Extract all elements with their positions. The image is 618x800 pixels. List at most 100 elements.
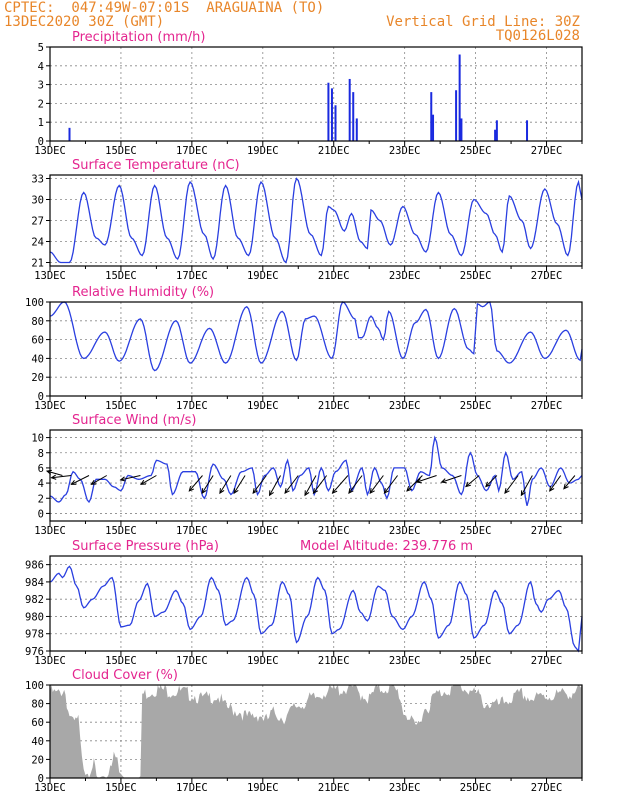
x-tick-label: 19DEC bbox=[247, 782, 279, 794]
series-line-pres bbox=[49, 565, 583, 653]
x-tick-label: 19DEC bbox=[247, 145, 279, 157]
precip-bar bbox=[494, 129, 497, 141]
x-tick-label: 27DEC bbox=[531, 145, 563, 157]
y-tick-label: 20 bbox=[31, 372, 44, 384]
y-tick-label: 27 bbox=[31, 216, 44, 228]
wind-vector-head bbox=[465, 481, 471, 488]
series-line-rh bbox=[49, 301, 583, 372]
panel-pres: Surface Pressure (hPa) Model Altitude: 23… bbox=[25, 539, 583, 667]
x-tick-label: 15DEC bbox=[105, 782, 137, 794]
y-tick-label: 2 bbox=[38, 98, 44, 110]
x-tick-label: 13DEC bbox=[34, 145, 66, 157]
panel-title-cloud: Cloud Cover (%) bbox=[72, 668, 178, 683]
x-tick-label: 19DEC bbox=[247, 400, 279, 412]
wind-vector-head bbox=[90, 479, 97, 485]
wind-vector bbox=[313, 475, 328, 494]
precip-bar bbox=[526, 120, 529, 141]
x-tick-label: 17DEC bbox=[176, 270, 208, 282]
y-tick-label: 3 bbox=[38, 80, 44, 92]
precip-bar bbox=[455, 90, 458, 141]
x-tick-label: 17DEC bbox=[176, 782, 208, 794]
wind-vector bbox=[332, 475, 349, 494]
cloud-area bbox=[50, 685, 582, 778]
precip-bar bbox=[352, 92, 355, 141]
wind-vector bbox=[269, 475, 281, 496]
precip-bar bbox=[348, 78, 351, 141]
x-tick-label: 13DEC bbox=[34, 270, 66, 282]
wind-vector-head bbox=[268, 490, 274, 497]
wind-vector bbox=[465, 475, 480, 487]
panel-rh: Relative Humidity (%) 0 20 40 60 80 100 13DEC 15… bbox=[25, 285, 583, 412]
plot-frame bbox=[49, 684, 583, 779]
panel-title-temp: Surface Temperature (nC) bbox=[72, 158, 240, 173]
y-tick-label: 100 bbox=[25, 680, 44, 692]
plot-frame bbox=[49, 429, 583, 522]
wind-vector bbox=[188, 475, 203, 492]
wind-vector-head bbox=[188, 485, 195, 492]
wind-vector-head bbox=[201, 488, 207, 495]
wind-vector bbox=[284, 475, 299, 494]
wind-vector bbox=[485, 475, 498, 487]
y-tick-label: 10 bbox=[31, 433, 44, 445]
y-tick-label: 80 bbox=[31, 699, 44, 711]
y-tick-label: 0 bbox=[38, 773, 44, 785]
y-tick-label: 982 bbox=[25, 594, 44, 606]
x-tick-label: 27DEC bbox=[531, 655, 563, 667]
y-tick-label: 980 bbox=[25, 611, 44, 623]
precip-bar bbox=[334, 105, 337, 141]
plot-frame bbox=[49, 301, 583, 397]
y-tick-label: 976 bbox=[25, 646, 44, 658]
y-tick-label: 6 bbox=[38, 463, 44, 475]
panel-annotation-pres: Model Altitude: 239.776 m bbox=[300, 539, 473, 554]
x-tick-label: 17DEC bbox=[176, 525, 208, 537]
precip-bar bbox=[458, 54, 461, 141]
x-tick-label: 23DEC bbox=[389, 655, 421, 667]
x-tick-label: 13DEC bbox=[34, 655, 66, 667]
x-tick-label: 19DEC bbox=[247, 270, 279, 282]
x-tick-label: 25DEC bbox=[460, 655, 492, 667]
y-tick-label: 0 bbox=[38, 508, 44, 520]
header-model-id: TQ0126L028 bbox=[495, 28, 580, 44]
wind-vector-head bbox=[348, 488, 354, 495]
y-tick-label: 0 bbox=[38, 391, 44, 403]
x-tick-label: 15DEC bbox=[105, 400, 137, 412]
wind-vector-head bbox=[252, 488, 258, 495]
x-tick-label: 23DEC bbox=[389, 145, 421, 157]
wind-vector-head bbox=[119, 476, 126, 482]
wind-vector-head bbox=[549, 485, 555, 492]
y-tick-label: 40 bbox=[31, 736, 44, 748]
wind-vector bbox=[252, 475, 267, 494]
x-tick-label: 27DEC bbox=[531, 525, 563, 537]
series-line-wind bbox=[49, 435, 583, 506]
y-tick-label: 8 bbox=[38, 448, 44, 460]
header-date: 13DEC2020 30Z (GMT) bbox=[4, 14, 165, 30]
x-tick-label: 21DEC bbox=[318, 400, 350, 412]
x-tick-label: 19DEC bbox=[247, 655, 279, 667]
y-tick-label: 60 bbox=[31, 335, 44, 347]
panel-temp: Surface Temperature (nC) 21 24 27 30 33 13DEC 1… bbox=[31, 158, 583, 282]
x-tick-label: 27DEC bbox=[531, 782, 563, 794]
x-tick-label: 23DEC bbox=[389, 270, 421, 282]
x-tick-label: 25DEC bbox=[460, 525, 492, 537]
y-tick-label: 984 bbox=[25, 577, 44, 589]
wind-vector bbox=[201, 475, 214, 494]
wind-vector-head bbox=[284, 488, 290, 495]
x-tick-label: 21DEC bbox=[318, 145, 350, 157]
y-tick-label: 40 bbox=[31, 353, 44, 365]
wind-vector bbox=[369, 475, 384, 494]
precip-bar bbox=[355, 118, 358, 141]
y-tick-label: 2 bbox=[38, 493, 44, 505]
x-tick-label: 15DEC bbox=[105, 270, 137, 282]
precip-bar bbox=[460, 118, 463, 141]
x-tick-label: 25DEC bbox=[460, 782, 492, 794]
plot-frame bbox=[49, 46, 583, 142]
wind-vector-head bbox=[563, 483, 569, 490]
x-tick-label: 25DEC bbox=[460, 145, 492, 157]
wind-vector bbox=[219, 475, 232, 494]
wind-vector-head bbox=[304, 490, 310, 497]
panel-title-rh: Relative Humidity (%) bbox=[72, 285, 214, 300]
wind-vector-head bbox=[383, 488, 390, 495]
y-tick-label: 986 bbox=[25, 560, 44, 572]
y-tick-label: 0 bbox=[38, 136, 44, 148]
